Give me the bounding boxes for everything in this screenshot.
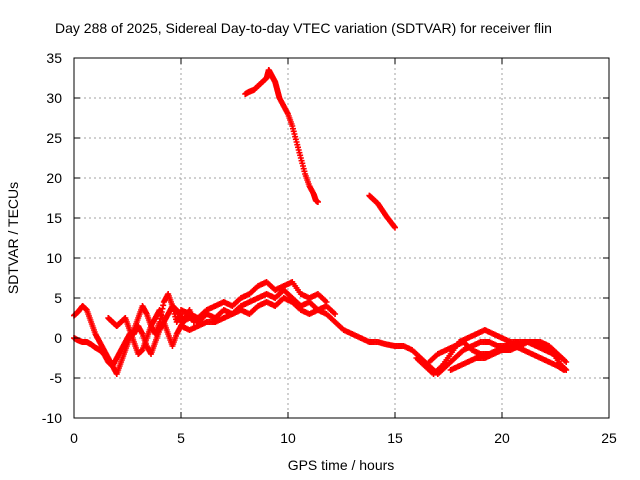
data-point xyxy=(332,311,339,317)
data-point xyxy=(558,355,565,361)
data-point xyxy=(314,199,321,205)
data-point xyxy=(563,359,570,365)
x-axis-label: GPS time / hours xyxy=(288,457,395,473)
axis-ticks: 0 5 10 15 20 25 -10 -5 0 5 10 15 20 25 30 35 xyxy=(42,50,617,446)
x-tick-label: 0 xyxy=(70,430,78,446)
y-tick-label: 10 xyxy=(46,250,62,266)
series-mid-band-c xyxy=(178,295,339,333)
x-tick-label: 10 xyxy=(280,430,296,446)
x-tick-label: 5 xyxy=(177,430,185,446)
series-late-band-c xyxy=(426,339,568,373)
y-tick-label: 5 xyxy=(54,290,62,306)
x-tick-label: 20 xyxy=(494,430,510,446)
grid xyxy=(74,58,609,418)
x-tick-label: 25 xyxy=(601,430,617,446)
series-late-band-d xyxy=(447,339,565,373)
y-tick-label: 30 xyxy=(46,90,62,106)
data-point xyxy=(561,367,568,373)
data-point xyxy=(392,224,398,231)
y-tick-label: 20 xyxy=(46,170,62,186)
y-tick-label: -5 xyxy=(50,370,63,386)
data-points xyxy=(71,67,570,377)
y-tick-label: 25 xyxy=(46,130,62,146)
plot-frame xyxy=(73,57,610,419)
series-upper-arc xyxy=(242,67,321,205)
y-axis-label: SDTVAR / TECUs xyxy=(5,182,21,294)
y-tick-label: 35 xyxy=(46,50,62,66)
y-tick-label: 15 xyxy=(46,210,62,226)
series-mid-band-b xyxy=(178,279,330,321)
chart-title: Day 288 of 2025, Sidereal Day-to-day VTE… xyxy=(55,20,552,36)
series-upper-segment xyxy=(366,192,398,231)
x-tick-label: 15 xyxy=(387,430,403,446)
series-scatter-cluster xyxy=(105,307,197,357)
y-tick-label: 0 xyxy=(54,330,62,346)
y-tick-label: -10 xyxy=(42,410,62,426)
